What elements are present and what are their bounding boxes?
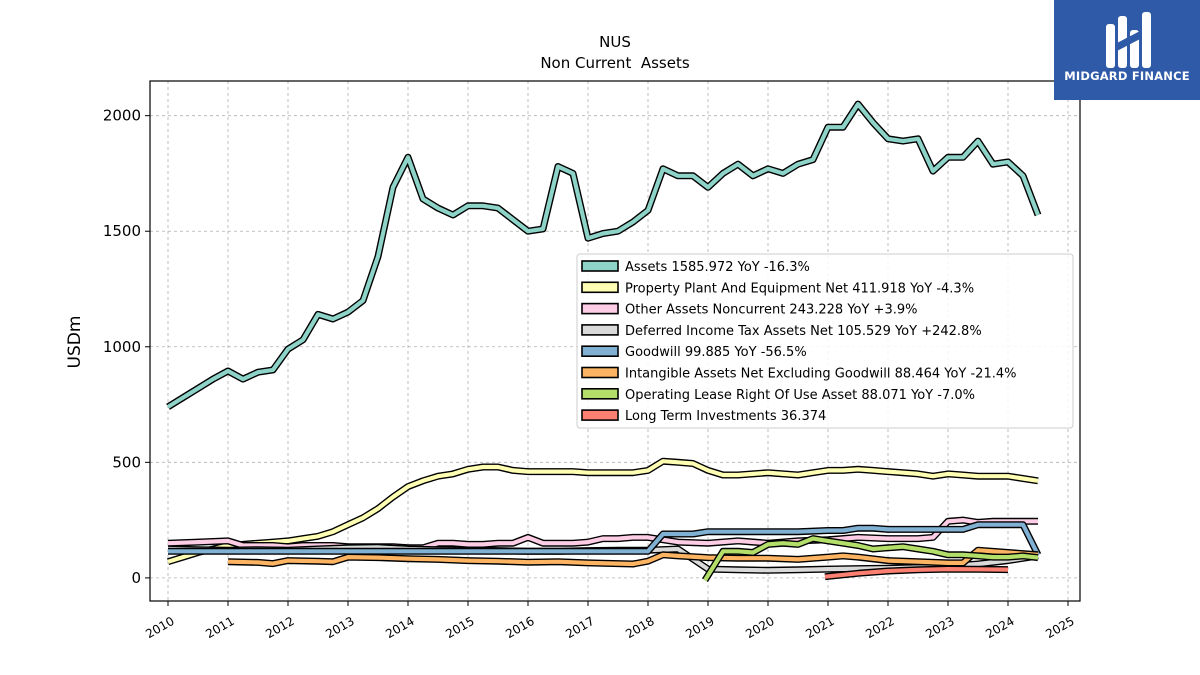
x-tick-label: 2021 <box>803 614 836 641</box>
series-outline <box>167 516 1038 552</box>
x-tick-label: 2013 <box>323 614 356 641</box>
x-tick-label: 2011 <box>203 614 236 641</box>
series-line <box>824 566 1009 579</box>
legend-label: Operating Lease Right Of Use Asset 88.07… <box>625 388 975 403</box>
series-lines <box>166 100 1042 583</box>
x-tick-label: 2016 <box>503 614 536 641</box>
legend-label: Property Plant And Equipment Net 411.918… <box>625 281 974 296</box>
legend-swatch <box>581 260 619 272</box>
legend-label: Intangible Assets Net Excluding Goodwill… <box>625 367 1016 382</box>
series-line <box>166 101 1040 409</box>
legend-label: Other Assets Noncurrent 243.228 YoY +3.9… <box>625 303 917 318</box>
series-line <box>227 548 1039 567</box>
legend-label: Long Term Investments 36.374 <box>625 409 826 424</box>
legend-swatch <box>581 302 619 315</box>
x-tick-label: 2022 <box>863 614 896 641</box>
series-intangible-assets-net-excluding-goodwill <box>227 546 1039 568</box>
x-tick-label: 2019 <box>683 614 716 641</box>
y-axis-label: USDm <box>65 316 85 369</box>
legend-swatch <box>581 409 619 421</box>
legend-entry: Deferred Income Tax Assets Net 105.529 Y… <box>581 324 982 339</box>
legend-label: Deferred Income Tax Assets Net 105.529 Y… <box>625 324 982 339</box>
x-tick-label: 2025 <box>1043 614 1076 641</box>
x-tick-label: 2024 <box>983 614 1016 641</box>
legend-entry: Other Assets Noncurrent 243.228 YoY +3.9… <box>581 302 917 318</box>
legend-swatch <box>581 324 619 336</box>
series-line <box>167 459 1039 564</box>
series-operating-lease-right-of-use-asset <box>702 535 1039 583</box>
x-tick-label: 2017 <box>563 614 596 641</box>
legend-swatch <box>581 387 619 400</box>
legend-label: Goodwill 99.885 YoY -56.5% <box>625 345 807 360</box>
x-tick-label: 2010 <box>143 614 176 641</box>
chart-subtitle: Non Current Assets <box>540 54 690 72</box>
plot-frame <box>149 80 1081 602</box>
legend-label: Assets 1585.972 YoY -16.3% <box>625 260 810 275</box>
x-tick-label: 2012 <box>263 614 296 641</box>
x-tick-label: 2014 <box>383 614 416 641</box>
brand-logo: MIDGARD FINANCE <box>1054 0 1200 100</box>
x-axis-ticks: 2010 2011 2012 2013 2014 2015 2016 2017 2018 2019… <box>143 601 1077 641</box>
series-line <box>703 536 1039 582</box>
series-goodwill <box>168 521 1042 557</box>
legend-swatch <box>581 345 619 358</box>
legend-entry: Long Term Investments 36.374 <box>581 409 826 424</box>
legend-entry: Assets 1585.972 YoY -16.3% <box>581 260 810 275</box>
series-other-assets-noncurrent <box>167 516 1038 552</box>
legend-entry: Operating Lease Right Of Use Asset 88.07… <box>581 387 975 403</box>
y-tick-label: 2000 <box>103 107 141 125</box>
x-tick-label: 2023 <box>923 614 956 641</box>
legend-box <box>576 253 1074 429</box>
y-tick-label: 500 <box>112 453 141 471</box>
y-axis-ticks: 0 500 1000 1500 2000 <box>103 107 150 587</box>
series-line <box>167 517 1038 550</box>
y-tick-label: 1000 <box>103 338 141 356</box>
y-tick-label: 1500 <box>103 222 141 240</box>
series-long-term-investments <box>824 565 1009 581</box>
x-tick-label: 2018 <box>623 614 656 641</box>
series-line <box>168 522 1040 556</box>
series-property-plant-and-equipment-net <box>166 457 1039 566</box>
legend-entry: Goodwill 99.885 YoY -56.5% <box>581 345 807 360</box>
x-tick-label: 2015 <box>443 614 476 641</box>
x-tick-label: 2020 <box>743 614 776 641</box>
legend-entry: Property Plant And Equipment Net 411.918… <box>581 281 974 296</box>
chart-title: NUS <box>599 33 631 51</box>
legend-swatch <box>581 366 619 379</box>
legend-entry: Intangible Assets Net Excluding Goodwill… <box>581 366 1016 382</box>
legend: Assets 1585.972 YoY -16.3% Property Plant… <box>576 253 1074 429</box>
series-assets <box>166 100 1042 410</box>
y-tick-label: 0 <box>131 569 141 587</box>
legend-swatch <box>581 281 619 294</box>
brand-mark-icon <box>1106 12 1151 68</box>
brand-name: MIDGARD FINANCE <box>1064 69 1190 83</box>
